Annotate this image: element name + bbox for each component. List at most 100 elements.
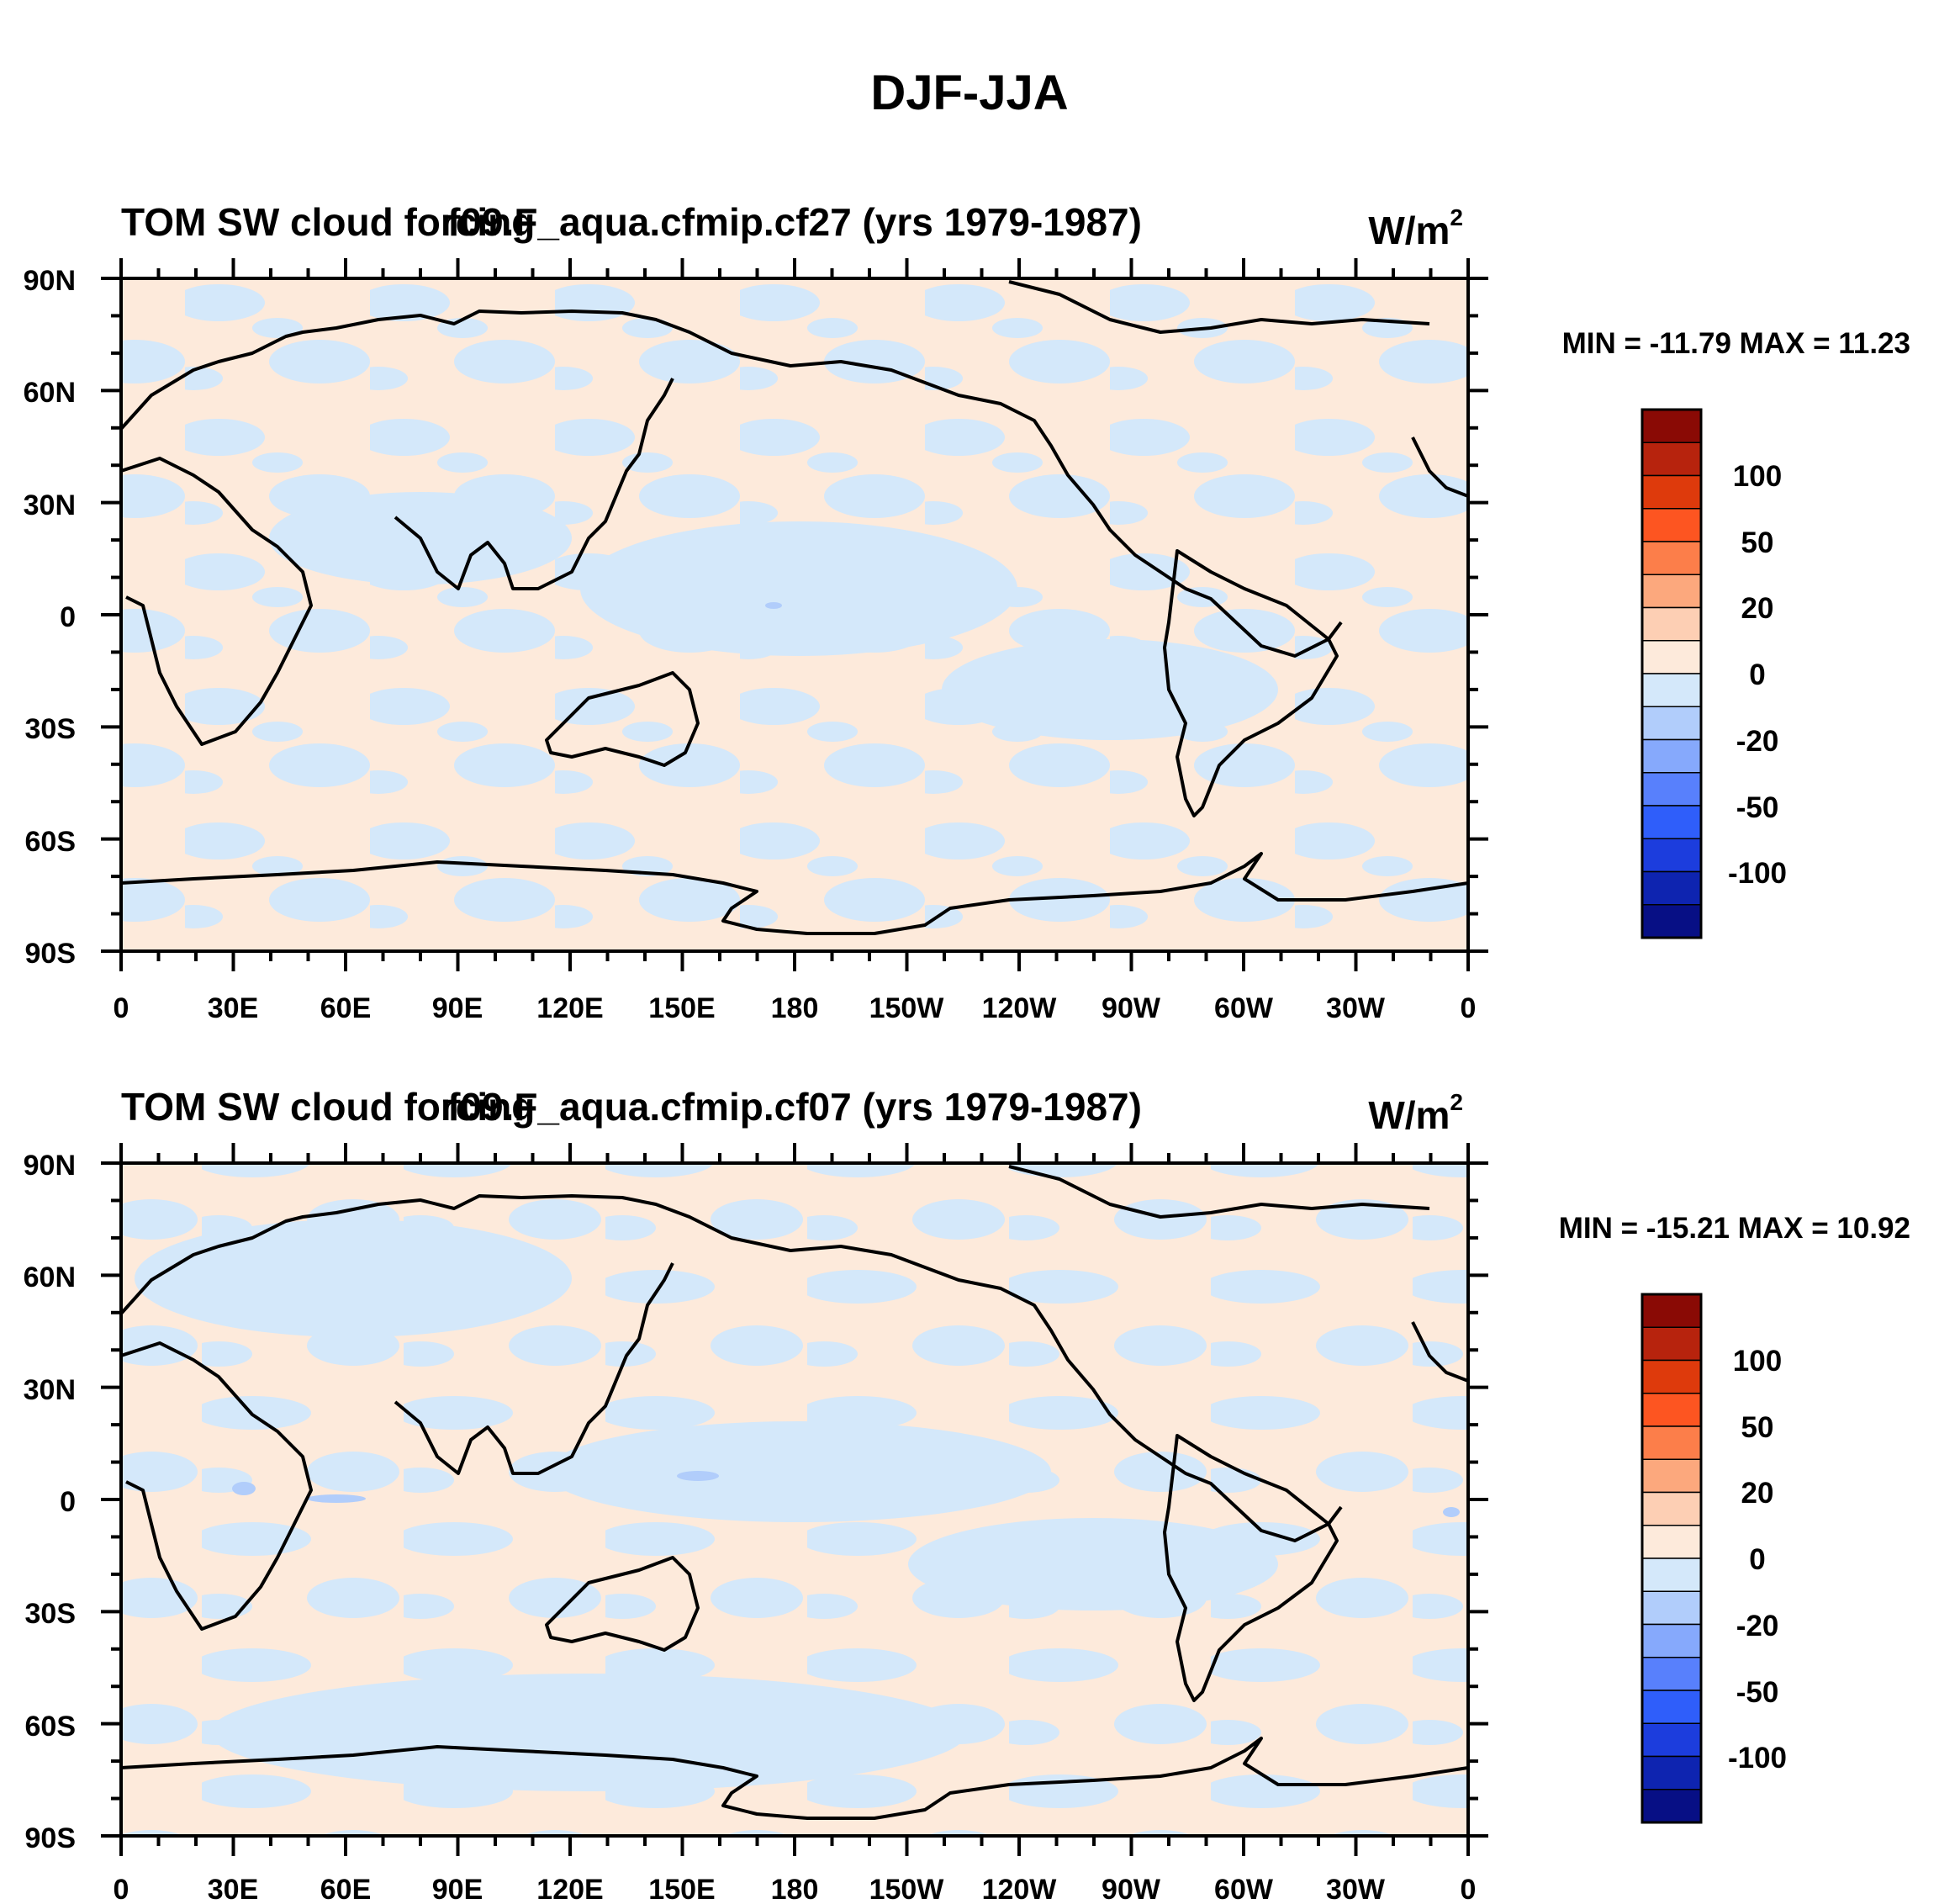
colorbar-swatch xyxy=(1641,640,1702,674)
lat-label: 60S xyxy=(25,1711,77,1743)
lat-label: 60S xyxy=(25,826,77,858)
lon-label: 180 xyxy=(771,1874,819,1904)
panel-2-center-title: f09.F_aqua.cfmip.cf07 (yrs 1979-1987) xyxy=(447,1085,1142,1129)
lat-label: 90N xyxy=(24,1150,76,1182)
colorbar-swatch xyxy=(1641,1623,1702,1658)
colorbar-swatch xyxy=(1641,574,1702,609)
panel-2-ticks xyxy=(101,1143,1488,1856)
colorbar-swatch xyxy=(1641,904,1702,939)
panel-2-minmax: MIN = -15.21 MAX = 10.92 xyxy=(1559,1212,1910,1245)
lat-label: 30S xyxy=(25,1598,77,1630)
figure-title: DJF-JJA xyxy=(870,66,1068,120)
colorbar-swatch xyxy=(1641,1293,1702,1328)
panel-1-map-field xyxy=(121,278,1468,951)
colorbar-swatch xyxy=(1641,1722,1702,1758)
panel-2-units: W/m2 xyxy=(1368,1089,1463,1137)
lon-label: 150E xyxy=(648,1874,715,1904)
lon-label: 120W xyxy=(982,992,1058,1024)
lon-label: 120E xyxy=(536,1874,603,1904)
colorbar-frame xyxy=(1640,408,1703,939)
colorbar-frame xyxy=(1640,1293,1703,1824)
lon-label: 90E xyxy=(432,992,483,1024)
colorbar-swatch xyxy=(1641,508,1702,542)
lon-label: 0 xyxy=(1461,992,1477,1024)
lat-label: 90S xyxy=(25,938,77,970)
panel-2-units-base: W/m xyxy=(1368,1093,1450,1137)
lon-label: 90W xyxy=(1102,1874,1161,1904)
panel-1-minmax: MIN = -11.79 MAX = 11.23 xyxy=(1562,327,1910,360)
colorbar-label: 0 xyxy=(1749,1543,1765,1576)
lat-label: 0 xyxy=(60,1486,76,1518)
panel-2-colorbar-labels: 100 50 20 0 -20 -50 -100 xyxy=(1728,1345,1787,1774)
panel-1-colorbar xyxy=(1640,408,1703,939)
colorbar-swatch xyxy=(1641,474,1702,510)
lat-label: 30N xyxy=(24,1374,76,1406)
colorbar-label: -100 xyxy=(1728,1742,1787,1774)
panel-1-ticks xyxy=(101,258,1488,971)
lat-label: 60N xyxy=(24,377,76,409)
lon-label: 30W xyxy=(1326,1874,1386,1904)
panel-1-colorbar-labels: 100 50 20 0 -20 -50 -100 xyxy=(1728,460,1787,890)
colorbar-swatch xyxy=(1641,870,1702,906)
lon-label: 0 xyxy=(1461,1874,1477,1904)
lon-label: 60E xyxy=(320,1874,372,1904)
colorbar-swatch xyxy=(1641,706,1702,741)
colorbar-swatch xyxy=(1641,1657,1702,1691)
lat-label: 0 xyxy=(60,601,76,633)
panel-2-lon-labels: 0 30E 60E 90E 120E 150E 180 150W 120W 90… xyxy=(114,1874,1477,1904)
lat-label: 30N xyxy=(24,489,76,521)
lon-label: 120E xyxy=(536,992,603,1024)
lon-label: 60E xyxy=(320,992,372,1024)
colorbar-label: -20 xyxy=(1736,1610,1779,1642)
lon-label: 150W xyxy=(869,992,945,1024)
colorbar-swatch xyxy=(1641,805,1702,839)
colorbar-swatch xyxy=(1641,1690,1702,1724)
colorbar-label: 20 xyxy=(1741,1477,1774,1510)
colorbar-swatch xyxy=(1641,606,1702,642)
lat-label: 60N xyxy=(24,1261,76,1293)
colorbar-swatch xyxy=(1641,1393,1702,1427)
colorbar-swatch xyxy=(1641,1525,1702,1559)
colorbar-label: 50 xyxy=(1741,526,1774,559)
colorbar-label: -50 xyxy=(1736,791,1779,824)
colorbar-label: 100 xyxy=(1733,460,1782,493)
colorbar-swatch xyxy=(1641,1491,1702,1526)
colorbar-label: 50 xyxy=(1741,1411,1774,1444)
panel-1-units: W/m2 xyxy=(1368,204,1463,252)
colorbar-label: 0 xyxy=(1749,658,1765,691)
lon-label: 0 xyxy=(114,992,129,1024)
lon-label: 60W xyxy=(1214,992,1274,1024)
colorbar-label: -50 xyxy=(1736,1676,1779,1709)
colorbar-swatch xyxy=(1641,838,1702,873)
panel-1-lon-labels: 0 30E 60E 90E 120E 150E 180 150W 120W 90… xyxy=(114,992,1477,1024)
panel-2-coastlines xyxy=(121,1165,1468,1820)
panel-1-left-title: TOM SW cloud forcing xyxy=(121,200,535,244)
panel-1-center-title: f09.F_aqua.cfmip.cf27 (yrs 1979-1987) xyxy=(447,200,1142,244)
colorbar-swatch xyxy=(1641,1458,1702,1494)
colorbar-swatch xyxy=(1641,442,1702,477)
colorbar-swatch xyxy=(1641,673,1702,707)
colorbar-swatch xyxy=(1641,1359,1702,1394)
lat-label: 30S xyxy=(25,713,77,745)
panel-2-colorbar xyxy=(1640,1293,1703,1824)
lat-label: 90S xyxy=(25,1822,77,1854)
panel-2: TOM SW cloud forcing f09.F_aqua.cfmip.cf… xyxy=(24,1085,1910,1904)
colorbar-label: -20 xyxy=(1736,725,1779,758)
panel-2-left-title: TOM SW cloud forcing xyxy=(121,1085,535,1129)
lon-label: 30E xyxy=(208,992,259,1024)
lon-label: 60W xyxy=(1214,1874,1274,1904)
colorbar-swatch xyxy=(1641,1558,1702,1592)
colorbar-swatch xyxy=(1641,1326,1702,1362)
colorbar-label: 20 xyxy=(1741,592,1774,625)
lat-label: 90N xyxy=(24,265,76,297)
panel-1-units-base: W/m xyxy=(1368,209,1450,252)
colorbar-swatch xyxy=(1641,1425,1702,1460)
panel-1-units-sup: 2 xyxy=(1450,204,1463,230)
panel-2-lat-labels: 90N 60N 30N 0 30S 60S 90S xyxy=(24,1150,76,1854)
panel-1-coastlines xyxy=(121,280,1468,935)
colorbar-swatch xyxy=(1641,1789,1702,1823)
panel-1: TOM SW cloud forcing f09.F_aqua.cfmip.cf… xyxy=(24,200,1910,1024)
colorbar-swatch xyxy=(1641,772,1702,807)
colorbar-swatch xyxy=(1641,738,1702,774)
